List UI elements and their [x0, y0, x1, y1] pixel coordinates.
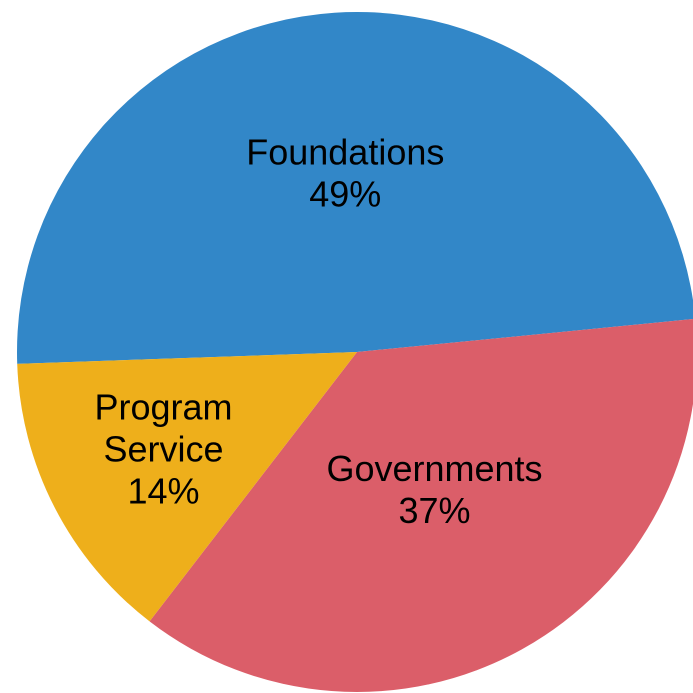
- slice-value-label: 49%: [309, 173, 381, 214]
- pie-slice-1: [149, 319, 693, 692]
- slice-label-line: Foundations: [246, 131, 444, 172]
- slice-label-line: Program: [94, 386, 232, 427]
- slice-label-0: Foundations 49%: [246, 131, 444, 214]
- pie-slice-2: [17, 352, 358, 622]
- slice-label-2: Program Service 14%: [94, 386, 232, 511]
- slice-label-line: Governments: [326, 447, 542, 488]
- slice-value-label: 14%: [127, 470, 199, 511]
- pie-slices: [17, 11, 693, 692]
- slice-label-line: Service: [103, 428, 223, 469]
- pie-labels: Foundations 49% Governments 37% Program Servi…: [94, 131, 542, 530]
- pie-slice-0: [17, 11, 693, 364]
- slice-value-label: 37%: [398, 489, 470, 530]
- slice-label-1: Governments 37%: [326, 447, 542, 530]
